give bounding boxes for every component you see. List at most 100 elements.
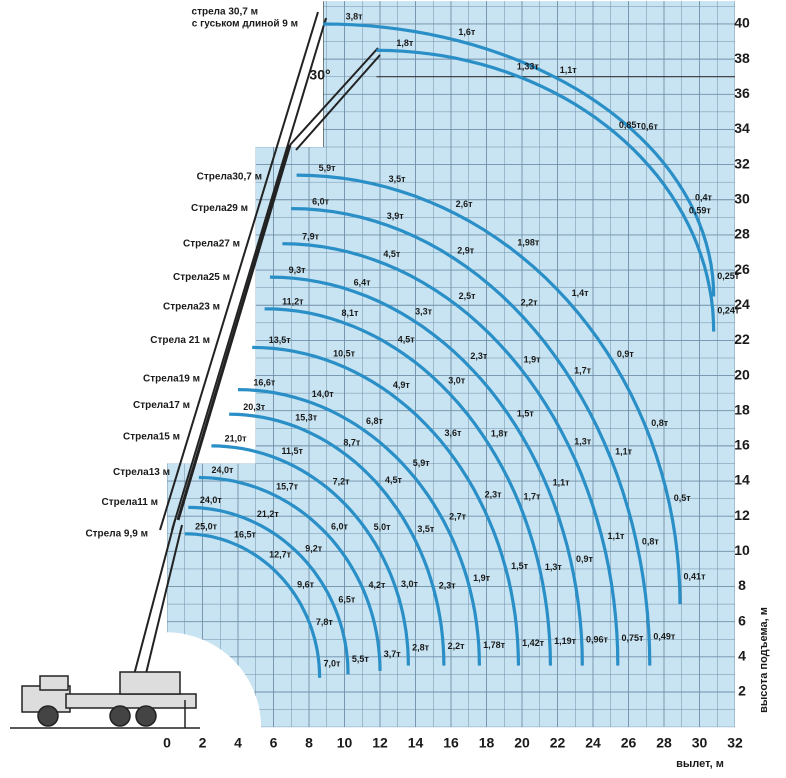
y-axis-label: высота подъема, м <box>758 607 770 713</box>
y-tick-label: 36 <box>734 85 750 101</box>
load-label: 7,0т <box>324 659 342 669</box>
load-label: 4,2т <box>369 580 387 590</box>
load-curve <box>252 345 521 666</box>
boom-label: Стрела15 м <box>123 432 180 443</box>
load-label: 0,24т <box>717 306 740 316</box>
load-label: 2,5т <box>459 291 477 301</box>
load-label: 14,0т <box>312 389 335 399</box>
load-label: 2,2т <box>448 641 466 651</box>
jib-title: стрела 30,7 м <box>192 7 258 18</box>
load-label: 15,3т <box>295 412 318 422</box>
x-tick-label: 16 <box>443 735 459 751</box>
load-label: 0,49т <box>653 631 676 641</box>
load-label: 7,2т <box>333 476 351 486</box>
boom-label: Стрела17 м <box>133 400 190 411</box>
y-tick-label: 30 <box>734 190 750 206</box>
load-label: 1,7т <box>524 492 542 502</box>
load-curve <box>229 412 446 666</box>
y-tick-label: 24 <box>734 296 750 312</box>
y-tick-label: 18 <box>734 401 750 417</box>
y-tick-label: 4 <box>738 648 746 664</box>
load-label: 1,5т <box>517 409 535 419</box>
y-tick-label: 6 <box>738 612 746 628</box>
load-label: 15,7т <box>276 481 299 491</box>
load-label: 0,25т <box>717 271 740 281</box>
load-label: 3,5т <box>417 524 435 534</box>
crane-boom <box>129 11 381 691</box>
load-label: 21,2т <box>257 509 280 519</box>
load-curve <box>237 388 481 666</box>
load-label: 1,3т <box>574 436 592 446</box>
x-tick-label: 4 <box>234 735 242 751</box>
load-label: 11,2т <box>282 297 304 307</box>
load-label: 6,4т <box>354 277 372 287</box>
load-curve <box>291 207 652 666</box>
load-label: 1,4т <box>572 288 590 298</box>
load-label: 2,9т <box>457 245 475 255</box>
load-label: 7,9т <box>302 232 320 242</box>
load-label: 9,2т <box>305 544 323 554</box>
load-label: 3,0т <box>401 579 419 589</box>
y-tick-label: 8 <box>738 577 746 593</box>
load-label: 3,7т <box>384 649 402 659</box>
load-label: 2,2т <box>521 298 539 308</box>
load-label: 2,3т <box>439 580 457 590</box>
y-tick-label: 22 <box>734 331 750 347</box>
boom-label: Стрела27 м <box>183 238 240 249</box>
load-label: 2,8т <box>412 643 430 653</box>
y-tick-label: 20 <box>734 366 750 382</box>
load-curve <box>296 173 682 605</box>
load-label: 6,0т <box>331 522 349 532</box>
crane-truck <box>10 671 200 729</box>
x-tick-label: 32 <box>727 735 743 751</box>
x-tick-label: 20 <box>514 735 530 751</box>
load-label: 3,3т <box>415 306 433 316</box>
load-label: 5,9т <box>413 458 431 468</box>
boom-label: Стрела25 м <box>173 272 230 283</box>
load-label: 6,5т <box>338 594 356 604</box>
load-label: 6,0т <box>312 196 330 206</box>
load-label: 0,59т <box>689 205 712 215</box>
y-tick-label: 12 <box>734 507 750 523</box>
load-curve <box>188 505 350 675</box>
load-label: 1,42т <box>522 638 545 648</box>
x-tick-label: 18 <box>479 735 495 751</box>
load-label: 1,7т <box>574 366 592 376</box>
x-tick-label: 10 <box>337 735 353 751</box>
boom-label: Стрела13 м <box>113 467 170 478</box>
load-curve <box>264 307 552 666</box>
boom-label: Стрела19 м <box>143 374 200 385</box>
y-tick-label: 26 <box>734 261 750 277</box>
x-tick-label: 30 <box>692 735 708 751</box>
load-label: 24,0т <box>200 495 223 505</box>
load-label: 21,0т <box>225 433 248 443</box>
load-label: 3,0т <box>448 375 466 385</box>
load-label: 1,1т <box>553 477 571 487</box>
load-label: 9,6т <box>297 579 315 589</box>
load-label: 3,6т <box>444 428 462 438</box>
load-label: 1,9т <box>473 573 491 583</box>
load-label: 0,5т <box>674 493 692 503</box>
load-label: 0,9т <box>576 554 594 564</box>
load-curve <box>323 22 716 297</box>
load-label: 8,1т <box>342 308 360 318</box>
y-tick-label: 2 <box>738 683 746 699</box>
load-label: 2,7т <box>449 511 467 521</box>
load-label: 20,3т <box>243 402 266 412</box>
load-label: 1,33т <box>517 62 540 72</box>
jib-title: с гуськом длиной 9 м <box>192 19 298 30</box>
load-label: 0,8т <box>642 536 660 546</box>
load-label: 10,5т <box>333 348 356 358</box>
load-label: 1,1т <box>615 446 633 456</box>
load-label: 0,85т <box>619 120 642 130</box>
load-label: 0,6т <box>641 122 659 132</box>
load-label: 12,7т <box>269 549 292 559</box>
load-label: 3,8т <box>346 12 364 22</box>
load-label: 6,8т <box>366 416 384 426</box>
load-label: 24,0т <box>211 465 234 475</box>
y-tick-label: 28 <box>734 226 750 242</box>
load-label: 1,1т <box>560 65 578 75</box>
load-label: 5,0т <box>374 522 392 532</box>
load-label: 1,5т <box>511 561 529 571</box>
